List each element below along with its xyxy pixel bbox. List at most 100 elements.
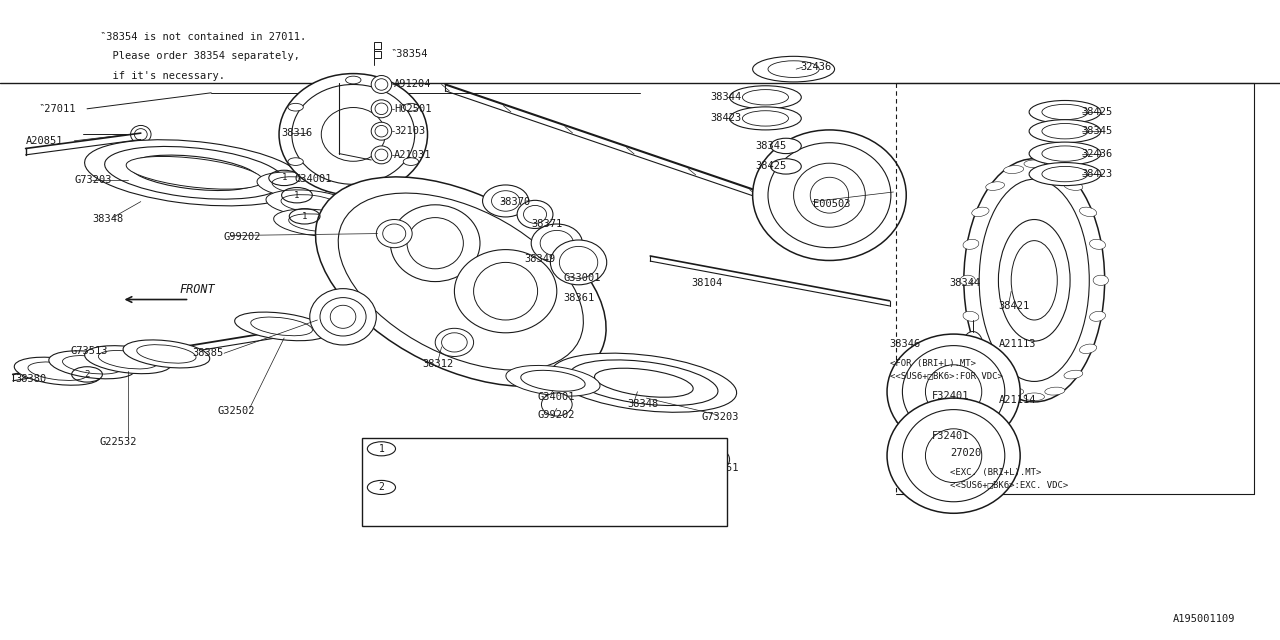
Ellipse shape: [84, 140, 305, 206]
Text: G32502: G32502: [218, 406, 255, 416]
Ellipse shape: [129, 155, 260, 191]
Text: if it's necessary.: if it's necessary.: [100, 70, 225, 81]
Text: <EXC. (BRI+L).MT>: <EXC. (BRI+L).MT>: [504, 497, 604, 506]
Ellipse shape: [346, 185, 361, 193]
Ellipse shape: [1042, 166, 1088, 182]
Ellipse shape: [375, 149, 388, 161]
Text: 32103: 32103: [394, 126, 425, 136]
Ellipse shape: [454, 250, 557, 333]
Ellipse shape: [753, 56, 835, 82]
Ellipse shape: [730, 107, 801, 130]
Ellipse shape: [1024, 393, 1044, 401]
Text: 38380: 38380: [15, 374, 46, 384]
Ellipse shape: [266, 190, 353, 217]
Text: 38423: 38423: [710, 113, 741, 124]
Ellipse shape: [320, 298, 366, 336]
Ellipse shape: [407, 218, 463, 269]
Ellipse shape: [99, 351, 157, 369]
Ellipse shape: [753, 130, 906, 260]
Text: 2: 2: [379, 483, 384, 492]
Ellipse shape: [1089, 239, 1106, 250]
Text: 38349: 38349: [525, 254, 556, 264]
Text: 38346: 38346: [890, 339, 920, 349]
Ellipse shape: [390, 205, 480, 282]
Ellipse shape: [155, 162, 234, 184]
Text: 1: 1: [302, 212, 307, 221]
Text: 32436: 32436: [1082, 148, 1112, 159]
Ellipse shape: [234, 312, 329, 340]
Ellipse shape: [887, 334, 1020, 449]
Text: G73203: G73203: [74, 175, 111, 186]
Ellipse shape: [330, 305, 356, 328]
Ellipse shape: [474, 262, 538, 320]
Text: A20851: A20851: [26, 136, 63, 146]
Text: G73203: G73203: [701, 412, 739, 422]
Text: 27020: 27020: [950, 448, 980, 458]
Text: A21113: A21113: [998, 339, 1036, 349]
Text: <EXC. (BRI+L).MT>: <EXC. (BRI+L).MT>: [950, 468, 1041, 477]
Ellipse shape: [288, 158, 303, 166]
Ellipse shape: [28, 362, 87, 380]
Ellipse shape: [371, 122, 392, 140]
Ellipse shape: [963, 239, 979, 250]
Text: ‶27011: ‶27011: [38, 104, 76, 114]
Ellipse shape: [986, 370, 1005, 379]
Text: FRONT: FRONT: [179, 283, 215, 296]
Text: G73513: G73513: [70, 346, 108, 356]
Ellipse shape: [1029, 142, 1101, 165]
Text: G34001: G34001: [538, 392, 575, 402]
Text: A195001109: A195001109: [1172, 614, 1235, 624]
Text: 38386: 38386: [449, 504, 480, 515]
Text: G33001: G33001: [563, 273, 600, 284]
Text: ‶38354 is not contained in 27011.: ‶38354 is not contained in 27011.: [100, 32, 306, 42]
Ellipse shape: [105, 147, 284, 199]
Ellipse shape: [49, 351, 136, 379]
Ellipse shape: [274, 209, 361, 236]
Ellipse shape: [540, 230, 573, 256]
Ellipse shape: [251, 317, 312, 336]
Ellipse shape: [541, 393, 572, 416]
Ellipse shape: [742, 90, 788, 105]
Ellipse shape: [1011, 241, 1057, 320]
Ellipse shape: [483, 185, 529, 217]
Ellipse shape: [794, 163, 865, 227]
Ellipse shape: [1089, 311, 1106, 321]
Ellipse shape: [524, 205, 547, 223]
Ellipse shape: [594, 368, 694, 397]
Text: <<SUS6+□BK6>:FOR VDC>: <<SUS6+□BK6>:FOR VDC>: [504, 465, 627, 475]
Text: 1: 1: [379, 444, 384, 454]
Text: G99202: G99202: [224, 232, 261, 242]
Ellipse shape: [771, 138, 801, 154]
Ellipse shape: [531, 224, 582, 262]
Text: 1: 1: [282, 173, 287, 182]
Text: Please order 38354 separately,: Please order 38354 separately,: [100, 51, 300, 61]
Text: 38104: 38104: [691, 278, 722, 288]
Ellipse shape: [506, 365, 600, 396]
Text: A91204: A91204: [394, 79, 431, 90]
Ellipse shape: [925, 365, 982, 419]
Text: F32401: F32401: [932, 390, 969, 401]
Ellipse shape: [1064, 182, 1083, 191]
Text: F32401: F32401: [932, 431, 969, 442]
Ellipse shape: [1004, 387, 1024, 395]
Ellipse shape: [137, 345, 196, 363]
Text: 38347: 38347: [449, 444, 483, 454]
Text: 38316: 38316: [282, 128, 312, 138]
Text: 38348: 38348: [92, 214, 123, 224]
Text: 38345: 38345: [755, 141, 786, 151]
Text: A21031: A21031: [394, 150, 431, 160]
Ellipse shape: [279, 74, 428, 195]
Text: 38344: 38344: [950, 278, 980, 288]
Text: 32436: 32436: [800, 62, 831, 72]
Ellipse shape: [517, 200, 553, 228]
Ellipse shape: [902, 410, 1005, 502]
Ellipse shape: [1042, 146, 1088, 161]
Ellipse shape: [1029, 100, 1101, 124]
Ellipse shape: [887, 398, 1020, 513]
Ellipse shape: [972, 207, 989, 216]
Ellipse shape: [963, 332, 983, 360]
Ellipse shape: [442, 333, 467, 352]
Text: E00503: E00503: [813, 198, 850, 209]
Ellipse shape: [338, 193, 584, 370]
Ellipse shape: [810, 177, 849, 213]
